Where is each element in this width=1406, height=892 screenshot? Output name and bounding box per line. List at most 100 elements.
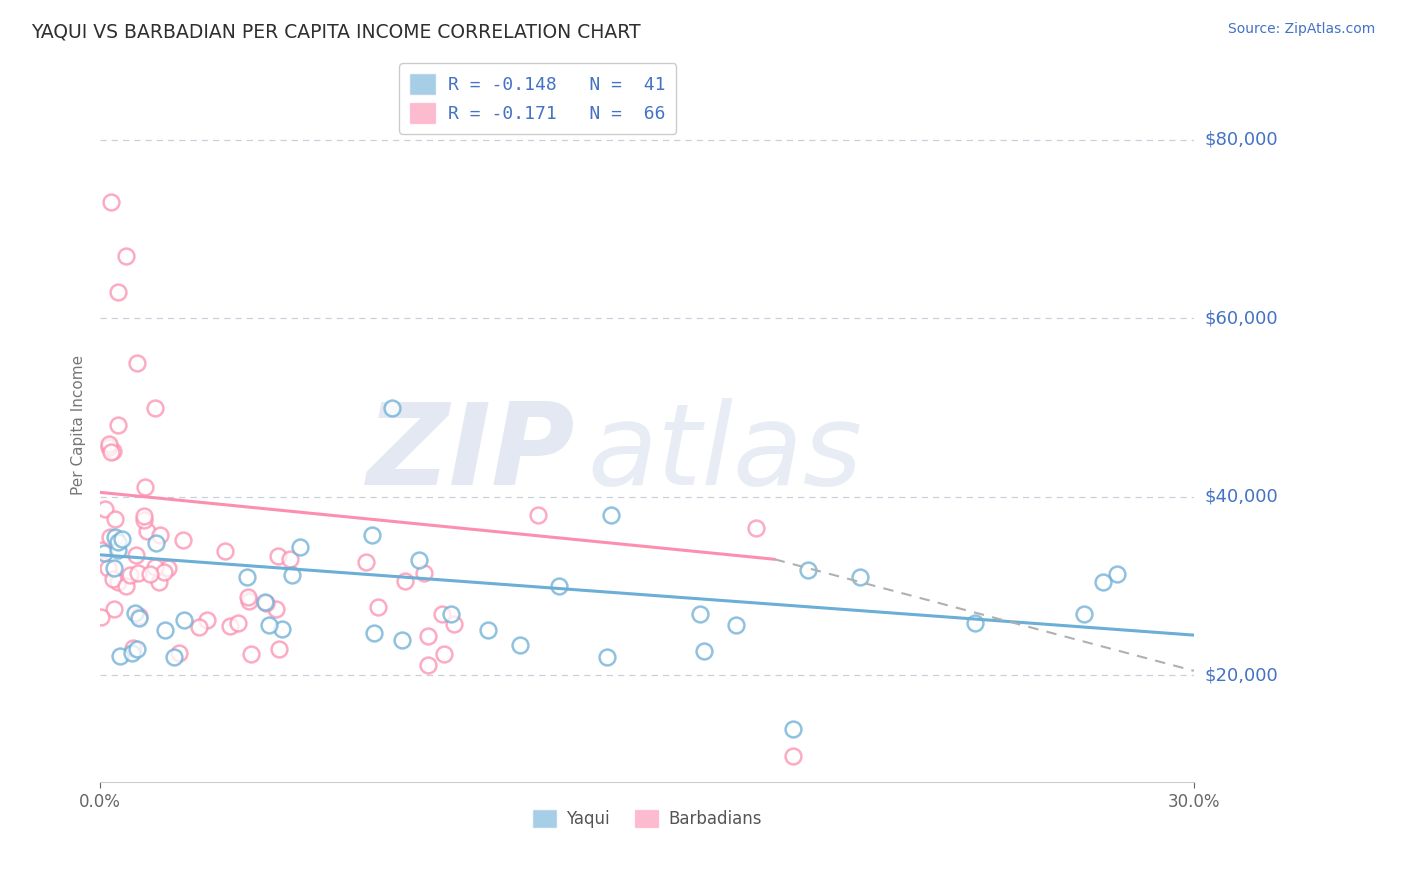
Point xyxy=(134,509,156,524)
Text: Source: ZipAtlas.com: Source: ZipAtlas.com xyxy=(1227,22,1375,37)
Point xyxy=(745,521,768,535)
Point xyxy=(121,647,143,661)
Point xyxy=(155,624,177,638)
Point xyxy=(394,574,416,589)
Point xyxy=(195,613,218,627)
Point xyxy=(149,528,172,542)
Legend: Yaqui, Barbadians: Yaqui, Barbadians xyxy=(526,803,768,835)
Point xyxy=(107,542,129,557)
Point xyxy=(100,445,122,459)
Point xyxy=(134,480,156,494)
Point xyxy=(124,606,146,620)
Point xyxy=(103,444,125,458)
Point xyxy=(849,570,872,584)
Point xyxy=(93,546,115,560)
Point xyxy=(94,502,117,516)
Point xyxy=(136,524,159,539)
Point xyxy=(128,610,150,624)
Point xyxy=(143,559,166,574)
Point xyxy=(253,595,276,609)
Point xyxy=(110,532,132,546)
Point xyxy=(103,561,125,575)
Point xyxy=(266,601,288,615)
Point xyxy=(100,195,122,210)
Point xyxy=(280,567,302,582)
Text: $20,000: $20,000 xyxy=(1205,666,1278,684)
Text: atlas: atlas xyxy=(586,399,862,509)
Point xyxy=(599,508,621,522)
Point xyxy=(239,647,262,661)
Point xyxy=(547,579,569,593)
Point xyxy=(367,600,389,615)
Point xyxy=(1105,567,1128,582)
Point xyxy=(363,625,385,640)
Point xyxy=(361,528,384,542)
Point xyxy=(526,508,548,522)
Point xyxy=(692,644,714,658)
Text: $80,000: $80,000 xyxy=(1205,131,1278,149)
Point xyxy=(796,563,818,577)
Point xyxy=(477,624,499,638)
Point xyxy=(408,552,430,566)
Point xyxy=(153,566,176,580)
Point xyxy=(114,249,136,263)
Point xyxy=(416,629,439,643)
Point xyxy=(145,536,167,550)
Point xyxy=(128,609,150,624)
Point xyxy=(430,607,453,622)
Point xyxy=(107,418,129,433)
Point xyxy=(127,642,149,657)
Point xyxy=(271,622,294,636)
Point xyxy=(98,530,121,544)
Point xyxy=(103,602,125,616)
Point xyxy=(782,748,804,763)
Point xyxy=(167,646,190,660)
Point xyxy=(381,401,404,415)
Point xyxy=(132,513,155,527)
Point xyxy=(214,544,236,558)
Point xyxy=(1091,574,1114,589)
Point xyxy=(97,560,120,574)
Point xyxy=(110,649,132,664)
Point xyxy=(278,552,301,566)
Point xyxy=(157,560,180,574)
Point xyxy=(689,607,711,621)
Point xyxy=(1073,607,1095,621)
Text: $60,000: $60,000 xyxy=(1205,310,1278,327)
Point xyxy=(90,543,112,558)
Point xyxy=(107,574,129,589)
Point xyxy=(98,440,121,454)
Point xyxy=(172,533,194,548)
Point xyxy=(124,548,146,562)
Point xyxy=(173,613,195,627)
Point xyxy=(236,570,259,584)
Point xyxy=(104,530,127,544)
Point xyxy=(238,594,260,608)
Point xyxy=(104,512,127,526)
Point xyxy=(98,436,121,450)
Point xyxy=(509,638,531,652)
Text: YAQUI VS BARBADIAN PER CAPITA INCOME CORRELATION CHART: YAQUI VS BARBADIAN PER CAPITA INCOME COR… xyxy=(31,22,641,41)
Point xyxy=(356,555,378,569)
Point xyxy=(138,567,160,582)
Point xyxy=(226,616,249,631)
Point xyxy=(122,641,145,656)
Text: $40,000: $40,000 xyxy=(1205,488,1278,506)
Y-axis label: Per Capita Income: Per Capita Income xyxy=(72,355,86,495)
Point xyxy=(433,647,456,661)
Point xyxy=(107,285,129,299)
Point xyxy=(118,567,141,582)
Point xyxy=(90,610,112,624)
Point xyxy=(254,596,277,610)
Point xyxy=(782,722,804,736)
Point xyxy=(267,641,290,656)
Point xyxy=(257,618,280,632)
Point xyxy=(114,578,136,592)
Point xyxy=(107,535,129,549)
Point xyxy=(125,356,148,370)
Point xyxy=(443,617,465,632)
Point xyxy=(148,575,170,590)
Point xyxy=(143,401,166,415)
Point xyxy=(290,540,312,554)
Point xyxy=(413,566,436,580)
